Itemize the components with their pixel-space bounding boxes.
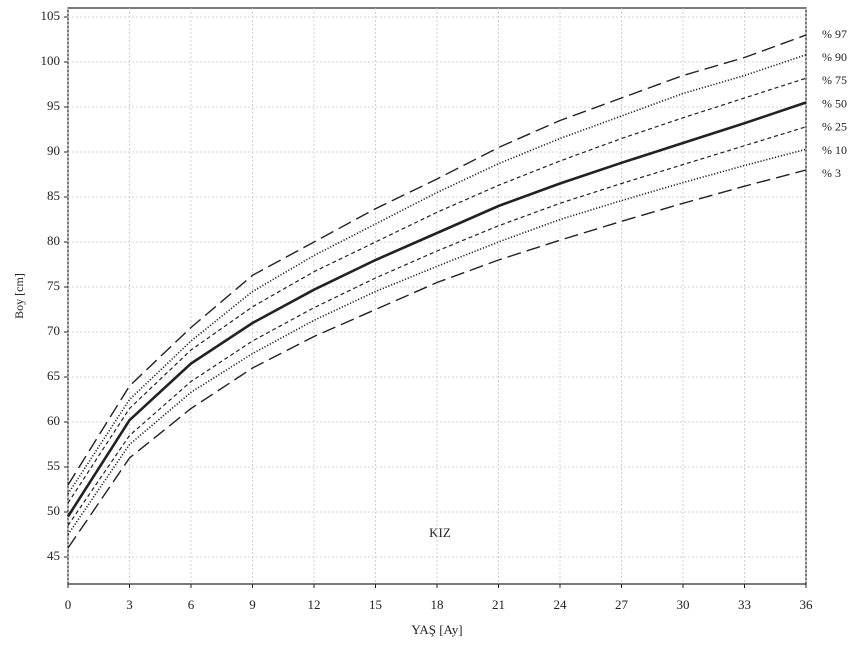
y-tick-label: 95 [47, 98, 60, 113]
y-tick-label: 60 [47, 413, 60, 428]
y-tick-label: 65 [47, 368, 60, 383]
x-tick-label: 27 [615, 597, 629, 612]
percentile-line [67, 126, 807, 526]
series-label: % 90 [822, 50, 847, 64]
series-label: % 50 [822, 96, 847, 110]
x-tick-label: 12 [308, 597, 321, 612]
x-tick-label: 33 [738, 597, 751, 612]
percentile-line [67, 54, 807, 495]
series-label: % 97 [822, 27, 847, 41]
x-tick-label: 15 [369, 597, 382, 612]
x-tick-label: 21 [492, 597, 505, 612]
percentile-line [67, 77, 807, 504]
series-label: % 10 [822, 143, 847, 157]
x-tick-label: 24 [554, 597, 568, 612]
y-tick-label: 105 [41, 8, 61, 23]
x-axis-label: YAŞ [Ay] [411, 622, 462, 637]
y-tick-label: 75 [47, 278, 60, 293]
series-label: % 25 [822, 120, 847, 134]
percentile-line [67, 34, 807, 486]
x-tick-label: 3 [126, 597, 133, 612]
percentile-line [67, 169, 807, 549]
y-tick-label: 45 [47, 548, 60, 563]
series-label: % 75 [822, 73, 847, 87]
x-tick-label: 30 [677, 597, 690, 612]
y-tick-label: 70 [47, 323, 60, 338]
x-tick-label: 9 [249, 597, 256, 612]
percentile-line [66, 101, 807, 518]
x-tick-label: 36 [800, 597, 814, 612]
x-tick-label: 6 [188, 597, 195, 612]
x-tick-label: 18 [431, 597, 444, 612]
y-tick-label: 50 [47, 503, 60, 518]
series-label: % 3 [822, 166, 841, 180]
y-tick-label: 90 [47, 143, 60, 158]
y-tick-label: 80 [47, 233, 60, 248]
y-tick-label: 55 [47, 458, 60, 473]
percentile-line [67, 148, 807, 535]
y-tick-label: 85 [47, 188, 60, 203]
x-tick-label: 0 [65, 597, 72, 612]
y-tick-label: 100 [41, 53, 61, 68]
y-axis-label: Boy [cm] [12, 273, 26, 319]
annotation: KIZ [429, 525, 451, 540]
